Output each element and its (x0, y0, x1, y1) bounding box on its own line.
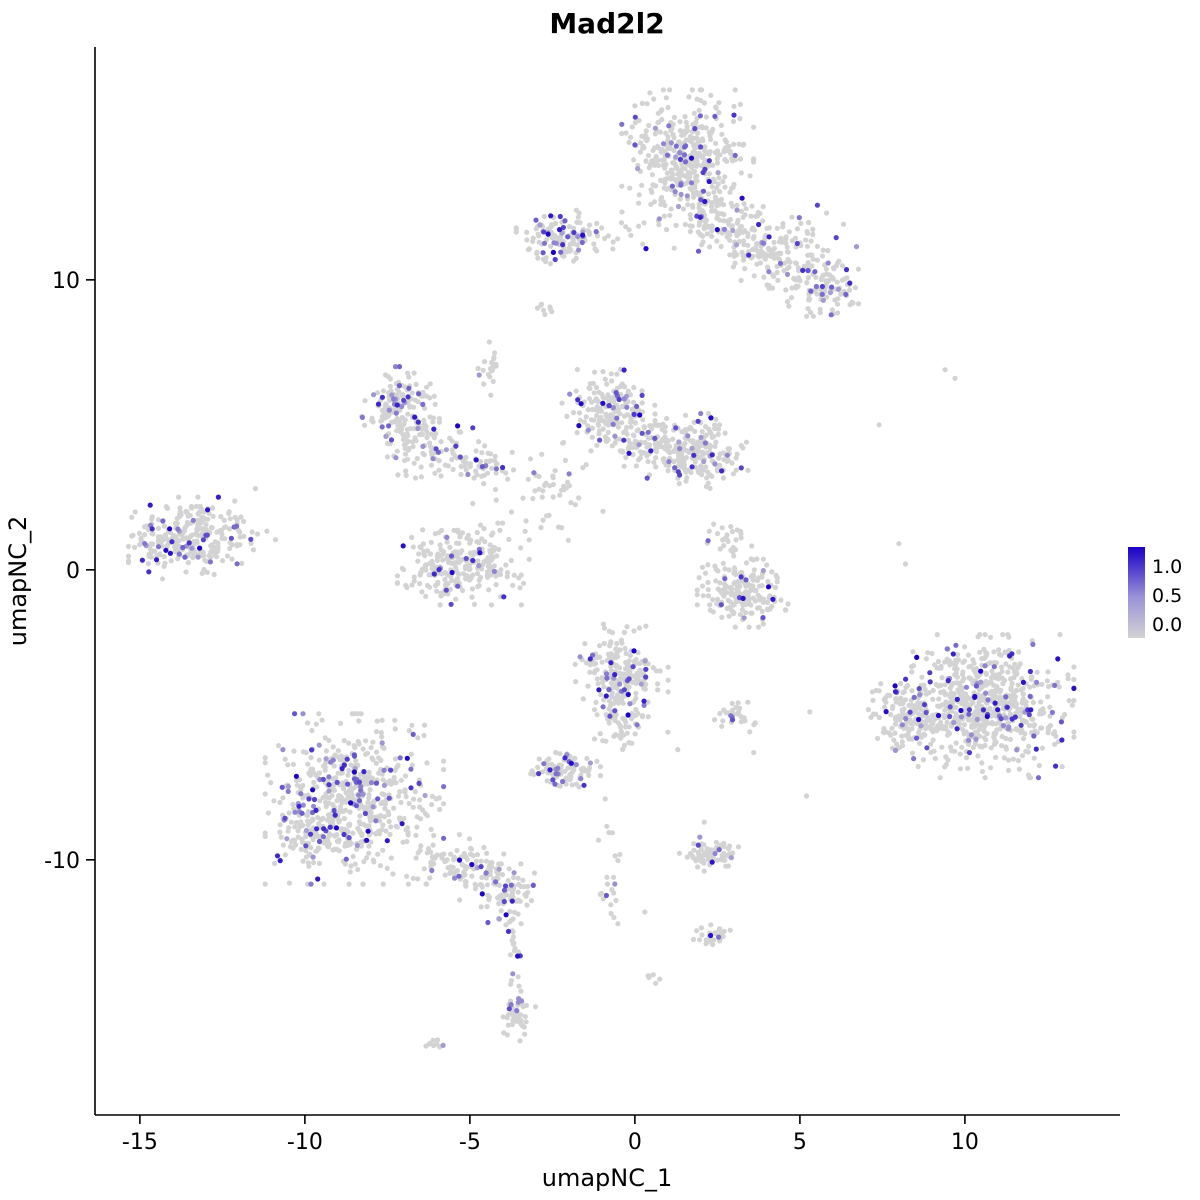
x-tick-label: -15 (122, 1130, 158, 1155)
x-tick-label: -10 (287, 1130, 323, 1155)
y-tick-label: 0 (66, 559, 80, 584)
x-tick-label: -5 (459, 1130, 481, 1155)
y-axis-label: umapNC_2 (4, 516, 32, 647)
x-tick-label: 5 (793, 1130, 807, 1155)
legend-label-low: 0.0 (1152, 614, 1182, 636)
scatter-points (125, 87, 1077, 1050)
legend-colorbar (1128, 547, 1145, 638)
y-axis-ticks: -10 0 10 (44, 269, 95, 874)
legend: 1.0 0.5 0.0 (1128, 547, 1182, 638)
x-tick-label: 10 (951, 1130, 979, 1155)
legend-label-mid: 0.5 (1152, 585, 1182, 607)
y-tick-label: -10 (44, 849, 80, 874)
x-axis-ticks: -15 -10 -5 0 5 10 (122, 1115, 979, 1155)
plot-title: Mad2l2 (549, 7, 664, 40)
x-tick-label: 0 (628, 1130, 642, 1155)
legend-label-high: 1.0 (1152, 556, 1182, 578)
x-axis-label: umapNC_1 (542, 1164, 673, 1192)
axes: -15 -10 -5 0 5 10 -10 0 10 (44, 47, 1120, 1155)
y-tick-label: 10 (52, 269, 80, 294)
